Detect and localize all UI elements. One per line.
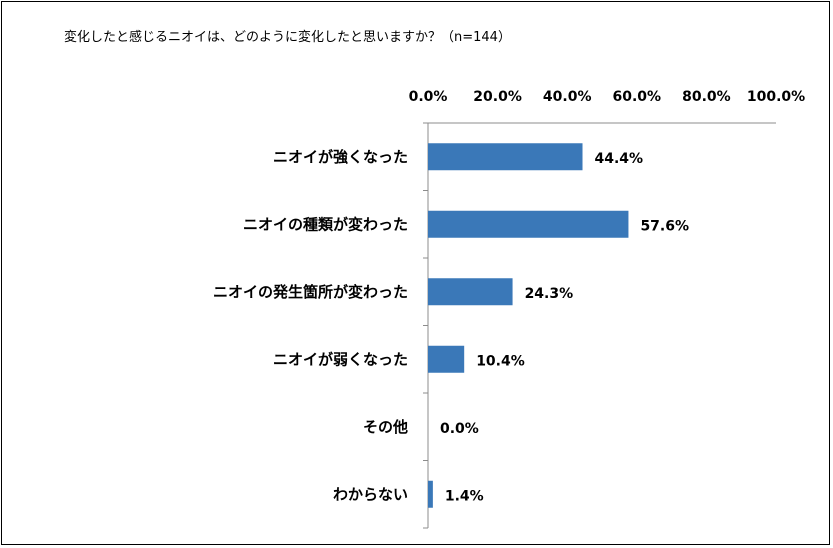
y-axis [423, 122, 429, 529]
x-tick-label: 100.0% [747, 89, 805, 105]
bar [428, 345, 465, 373]
x-tick-label: 80.0% [682, 89, 731, 105]
category-label: ニオイが強くなった [273, 148, 408, 166]
bars [428, 143, 629, 508]
data-label: 24.3% [525, 286, 574, 302]
x-tick-label: 0.0% [409, 89, 448, 105]
category-label: ニオイの発生箇所が変わった [213, 283, 408, 301]
x-tick-label: 60.0% [613, 89, 662, 105]
bar [428, 210, 629, 238]
x-axis: 0.0% 20.0% 40.0% 60.0% 80.0% 100.0% [409, 89, 805, 124]
bar [428, 480, 433, 508]
bar [428, 143, 583, 171]
data-label: 44.4% [595, 151, 644, 167]
x-tick-label: 20.0% [473, 89, 522, 105]
category-label: ニオイが弱くなった [273, 350, 408, 368]
chart-title: 変化したと感じるニオイは、どのように変化したと思いますか？（n=144） [64, 30, 511, 45]
labels: ニオイが強くなった 44.4% ニオイの種類が変わった 57.6% ニオイの発生箇所が変… [213, 148, 689, 505]
category-label: その他 [363, 418, 408, 436]
data-label: 0.0% [440, 421, 479, 437]
data-label: 57.6% [640, 218, 689, 234]
data-label: 1.4% [445, 488, 484, 504]
category-label: わからない [333, 485, 408, 503]
x-tick-label: 40.0% [543, 89, 592, 105]
category-label: ニオイの種類が変わった [243, 215, 408, 233]
data-label: 10.4% [476, 353, 525, 369]
bar [428, 278, 513, 306]
